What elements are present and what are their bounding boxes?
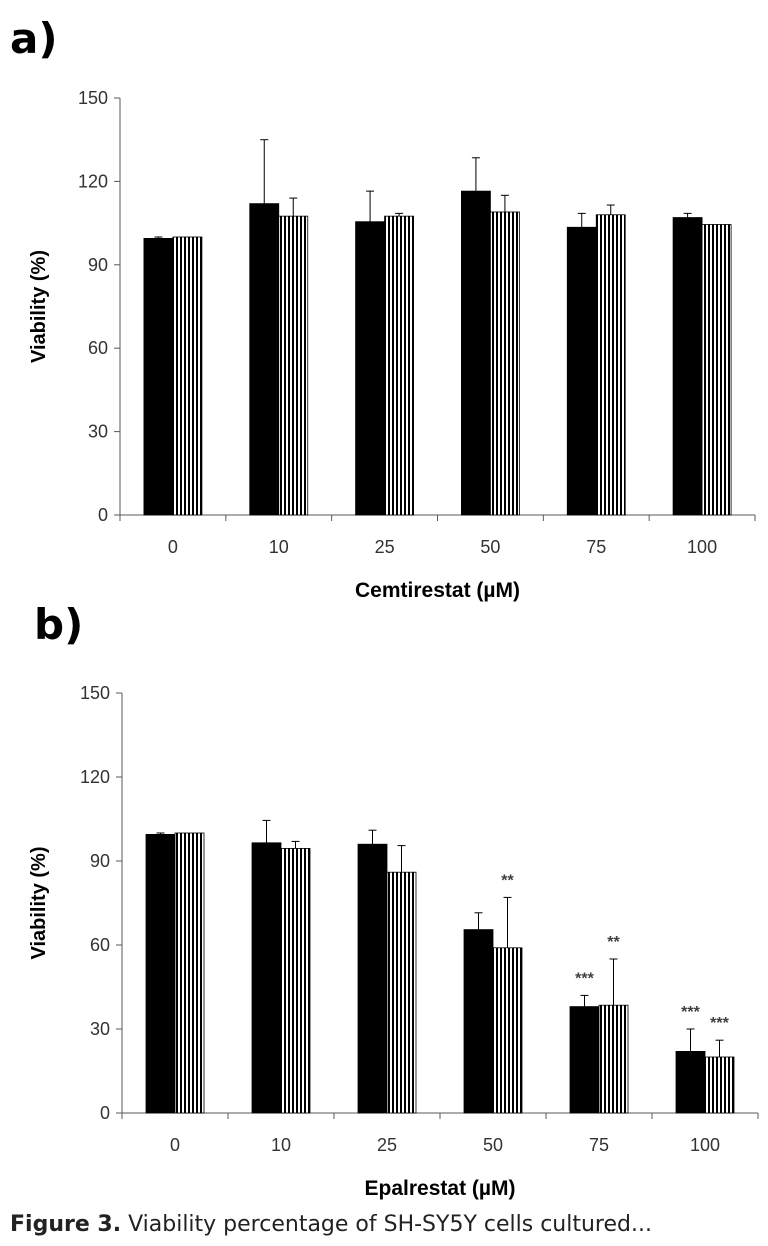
significance-annotation: ** (607, 934, 620, 951)
bar-solid-100 (672, 217, 703, 516)
bar-solid-75 (569, 1006, 600, 1114)
bar-striped-10 (280, 847, 311, 1114)
x-tick-label: 0 (168, 537, 178, 557)
x-tick-label: 100 (690, 1135, 720, 1155)
y-tick-label: 90 (90, 851, 110, 871)
bar-striped-100 (704, 1056, 735, 1114)
viability-chart-cemtirestat: 0 30 60 90 120 150 0 10 25 50 75 100 Viability (%) Ce… (28, 88, 756, 602)
significance-annotation: *** (575, 970, 594, 987)
caption-prefix: Figure 3. (10, 1212, 122, 1237)
y-tick-label: 150 (80, 683, 110, 703)
x-tick-label: 0 (170, 1135, 180, 1155)
x-tick-label: 75 (586, 537, 606, 557)
bar-striped-50 (490, 211, 520, 516)
x-tick-label: 25 (377, 1135, 397, 1155)
y-tick-label: 30 (88, 422, 108, 442)
bar-solid-50 (461, 190, 491, 516)
y-tick-label: 90 (88, 255, 108, 275)
x-tick-label: 10 (269, 537, 289, 557)
significance-annotation: *** (710, 1015, 729, 1032)
bar-striped-100 (701, 224, 732, 516)
bar-striped-25 (386, 871, 417, 1114)
y-tick-label: 150 (78, 88, 108, 108)
bar-striped-75 (598, 1004, 629, 1114)
x-axis-title: Cemtirestat (µM) (355, 579, 520, 602)
bar-solid-25 (357, 843, 388, 1114)
figure-caption: Figure 3. Viability percentage of SH-SY5… (10, 1212, 750, 1237)
bar-striped-50 (492, 947, 523, 1114)
x-tick-label: 75 (589, 1135, 609, 1155)
x-tick-label: 100 (687, 537, 717, 557)
bar-striped-10 (278, 215, 309, 516)
y-tick-label: 120 (80, 767, 110, 787)
bar-striped-75 (595, 214, 626, 516)
y-tick-label: 0 (98, 505, 108, 525)
bar-solid-50 (463, 929, 494, 1114)
bar-striped-25 (384, 215, 414, 516)
significance-annotation: *** (681, 1004, 700, 1021)
y-tick-label: 60 (90, 935, 110, 955)
y-tick-label: 0 (100, 1103, 110, 1123)
caption-text: Viability percentage of SH-SY5Y cells cu… (128, 1212, 652, 1237)
y-tick-label: 120 (78, 171, 108, 191)
bar-solid-100 (675, 1050, 706, 1114)
y-tick-label: 30 (90, 1019, 110, 1039)
bar-solid-10 (251, 842, 282, 1114)
significance-annotation: ** (501, 872, 514, 889)
bar-striped-0 (174, 832, 205, 1114)
bar-solid-0 (145, 833, 176, 1114)
x-axis-title: Epalrestat (µM) (365, 1177, 516, 1200)
y-axis-title: Viability (%) (28, 847, 50, 960)
y-tick-label: 60 (88, 338, 108, 358)
y-axis-title: Viability (%) (28, 250, 50, 363)
bar-solid-0 (143, 237, 174, 516)
x-tick-label: 50 (480, 537, 500, 557)
x-tick-label: 25 (375, 537, 395, 557)
bar-solid-75 (566, 226, 597, 516)
x-tick-label: 10 (271, 1135, 291, 1155)
panel-label-a: a) (10, 14, 58, 63)
bar-solid-25 (355, 221, 385, 516)
panel-label-b: b) (34, 600, 84, 649)
bar-solid-10 (249, 203, 280, 516)
x-tick-label: 50 (483, 1135, 503, 1155)
bar-striped-0 (172, 236, 203, 516)
